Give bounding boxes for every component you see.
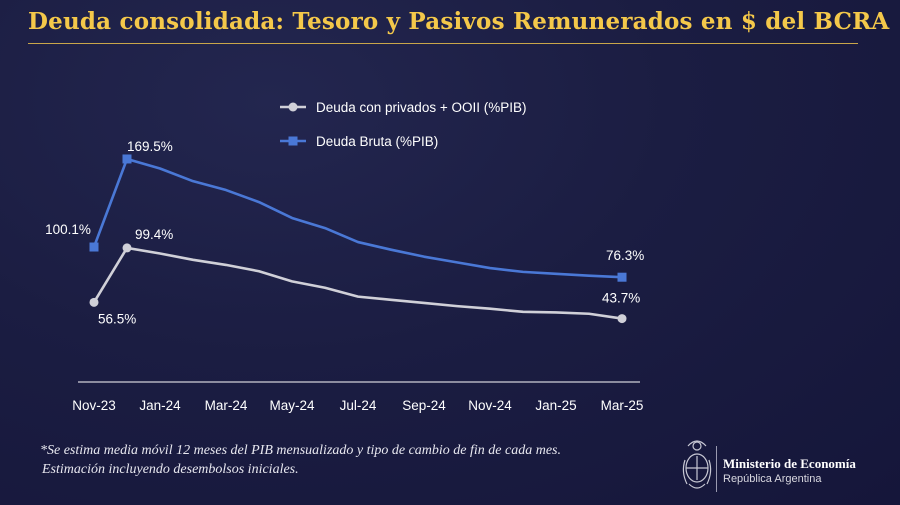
page-title: Deuda consolidada: Tesoro y Pasivos Remu… — [28, 8, 890, 35]
data-label: 76.3% — [606, 248, 644, 263]
x-tick-label: Jul-24 — [340, 398, 377, 413]
data-point — [89, 297, 99, 307]
title-underline — [28, 43, 858, 44]
logo-divider — [716, 446, 717, 492]
series-line-1 — [92, 157, 623, 279]
argentina-coat-of-arms-icon — [682, 440, 712, 489]
x-tick-label: Nov-23 — [72, 398, 116, 413]
data-point — [122, 243, 132, 253]
legend-label: Deuda Bruta (%PIB) — [316, 134, 438, 149]
data-label: 100.1% — [45, 222, 91, 237]
data-point — [89, 242, 99, 252]
x-tick-label: May-24 — [269, 398, 315, 413]
chart-legend: Deuda con privados + OOII (%PIB) Deuda Br… — [280, 100, 526, 149]
series-line-0 — [92, 246, 623, 320]
x-tick-label: Mar-25 — [601, 398, 644, 413]
data-label: 56.5% — [98, 311, 136, 326]
data-point — [617, 272, 627, 282]
data-point — [122, 154, 132, 164]
data-label: 43.7% — [602, 291, 640, 306]
footnote: *Se estima media móvil 12 meses del PIB … — [40, 441, 561, 479]
ministry-logo: Ministerio de Economía República Argenti… — [680, 432, 890, 500]
x-tick-label: Mar-24 — [205, 398, 248, 413]
x-axis: Nov-23 Jan-24 Mar-24 May-24 Jul-24 Sep-24 Nov-… — [72, 381, 644, 413]
data-point — [617, 314, 627, 324]
debt-line-chart: Deuda con privados + OOII (%PIB) Deuda Br… — [45, 100, 644, 413]
ministry-country: República Argentina — [723, 473, 822, 485]
data-label: 169.5% — [127, 139, 173, 154]
footnote-line-1: *Se estima media móvil 12 meses del PIB … — [40, 443, 562, 458]
series-lines — [92, 157, 623, 320]
data-label: 99.4% — [135, 227, 173, 242]
series-markers — [89, 154, 627, 324]
data-labels: 100.1% 169.5% 76.3% 56.5% 99.4% 43.7% — [45, 139, 644, 326]
legend-marker — [288, 136, 298, 146]
x-tick-label: Sep-24 — [402, 398, 446, 413]
x-tick-label: Jan-25 — [535, 398, 576, 413]
legend-marker — [288, 102, 298, 112]
ministry-name: Ministerio de Economía — [723, 456, 856, 471]
footnote-line-2: Estimación incluyendo desembolsos inicia… — [42, 462, 299, 477]
x-tick-label: Jan-24 — [139, 398, 181, 413]
legend-label: Deuda con privados + OOII (%PIB) — [316, 100, 526, 115]
x-tick-label: Nov-24 — [468, 398, 512, 413]
